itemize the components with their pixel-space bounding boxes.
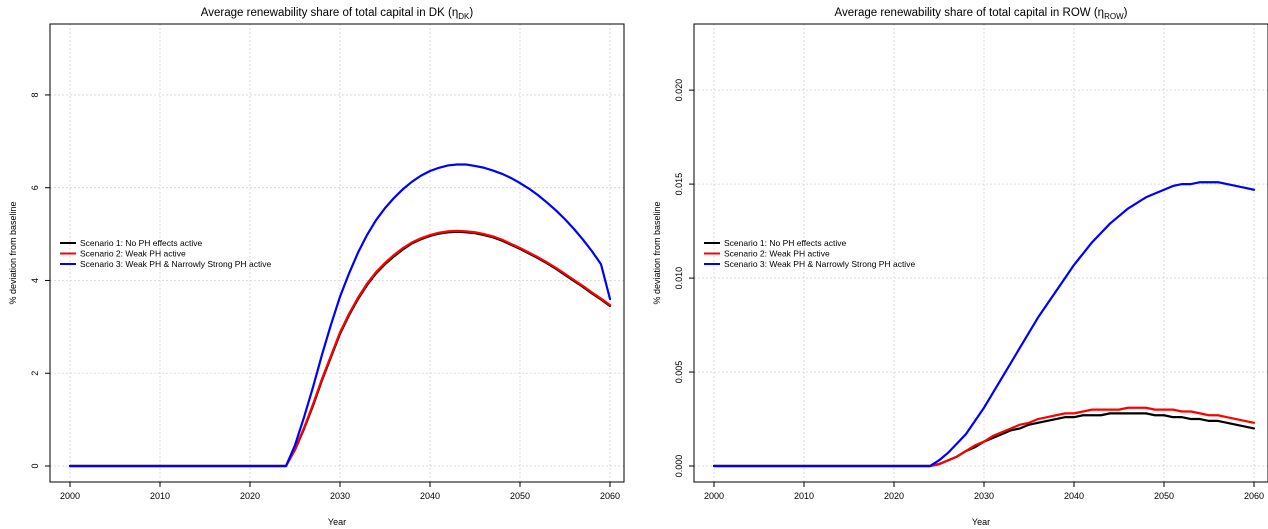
y-tick-label: 4 [30, 278, 40, 283]
y-tick-label: 0.000 [674, 455, 684, 478]
plot-frame [49, 23, 625, 483]
x-axis-label: Year [328, 517, 346, 527]
chart-panel-2: 2000 2010 2020 2030 2040 2050 2060 0.000 0.005 0.… [652, 7, 1268, 527]
legend-label: Scenario 1: No PH effects active [724, 238, 846, 248]
x-tick-label: 2010 [794, 491, 814, 501]
x-tick-label: 2040 [1064, 491, 1084, 501]
y-tick-label: 2 [30, 371, 40, 376]
x-tick-label: 2050 [510, 491, 530, 501]
y-tick-label: 8 [30, 92, 40, 97]
chart-title: Average renewability share of total capi… [835, 7, 1128, 21]
y-tick-label: 0.010 [674, 267, 684, 290]
chart-panel-1: 2000 2010 2020 2030 2040 2050 2060 0 2 4 6 8 Year % d… [8, 7, 625, 527]
series-line-2 [68, 229, 612, 468]
legend-label: Scenario 2: Weak PH active [724, 249, 830, 259]
legend-label: Scenario 2: Weak PH active [80, 249, 186, 259]
legend-label: Scenario 3: Weak PH & Narrowly Strong PH… [80, 259, 271, 269]
y-axis-label: % deviation from baseline [8, 201, 18, 304]
y-axis-label: % deviation from baseline [652, 201, 662, 304]
x-tick-label: 2060 [1244, 491, 1264, 501]
y-tick-label: 0.015 [674, 173, 684, 196]
legend-label: Scenario 1: No PH effects active [80, 238, 202, 248]
series-line-3 [68, 163, 612, 468]
x-tick-label: 2020 [240, 491, 260, 501]
series-line-2 [712, 406, 1256, 468]
x-tick-label: 2000 [704, 491, 724, 501]
series-line-1 [712, 412, 1256, 468]
x-axis-label: Year [972, 517, 990, 527]
x-tick-label: 2040 [420, 491, 440, 501]
x-tick-label: 2060 [600, 491, 620, 501]
legend-label: Scenario 3: Weak PH & Narrowly Strong PH… [724, 259, 915, 269]
x-tick-label: 2050 [1154, 491, 1174, 501]
y-tick-label: 0.005 [674, 361, 684, 384]
y-tick-label: 0.020 [674, 79, 684, 102]
x-tick-label: 2030 [330, 491, 350, 501]
chart-title: Average renewability share of total capi… [201, 7, 474, 21]
x-tick-label: 2030 [974, 491, 994, 501]
x-tick-label: 2020 [884, 491, 904, 501]
x-tick-label: 2000 [60, 491, 80, 501]
y-tick-label: 6 [30, 185, 40, 190]
y-tick-label: 0 [30, 463, 40, 468]
series-line-3 [712, 181, 1256, 468]
x-tick-label: 2010 [150, 491, 170, 501]
plot-frame [693, 23, 1268, 483]
